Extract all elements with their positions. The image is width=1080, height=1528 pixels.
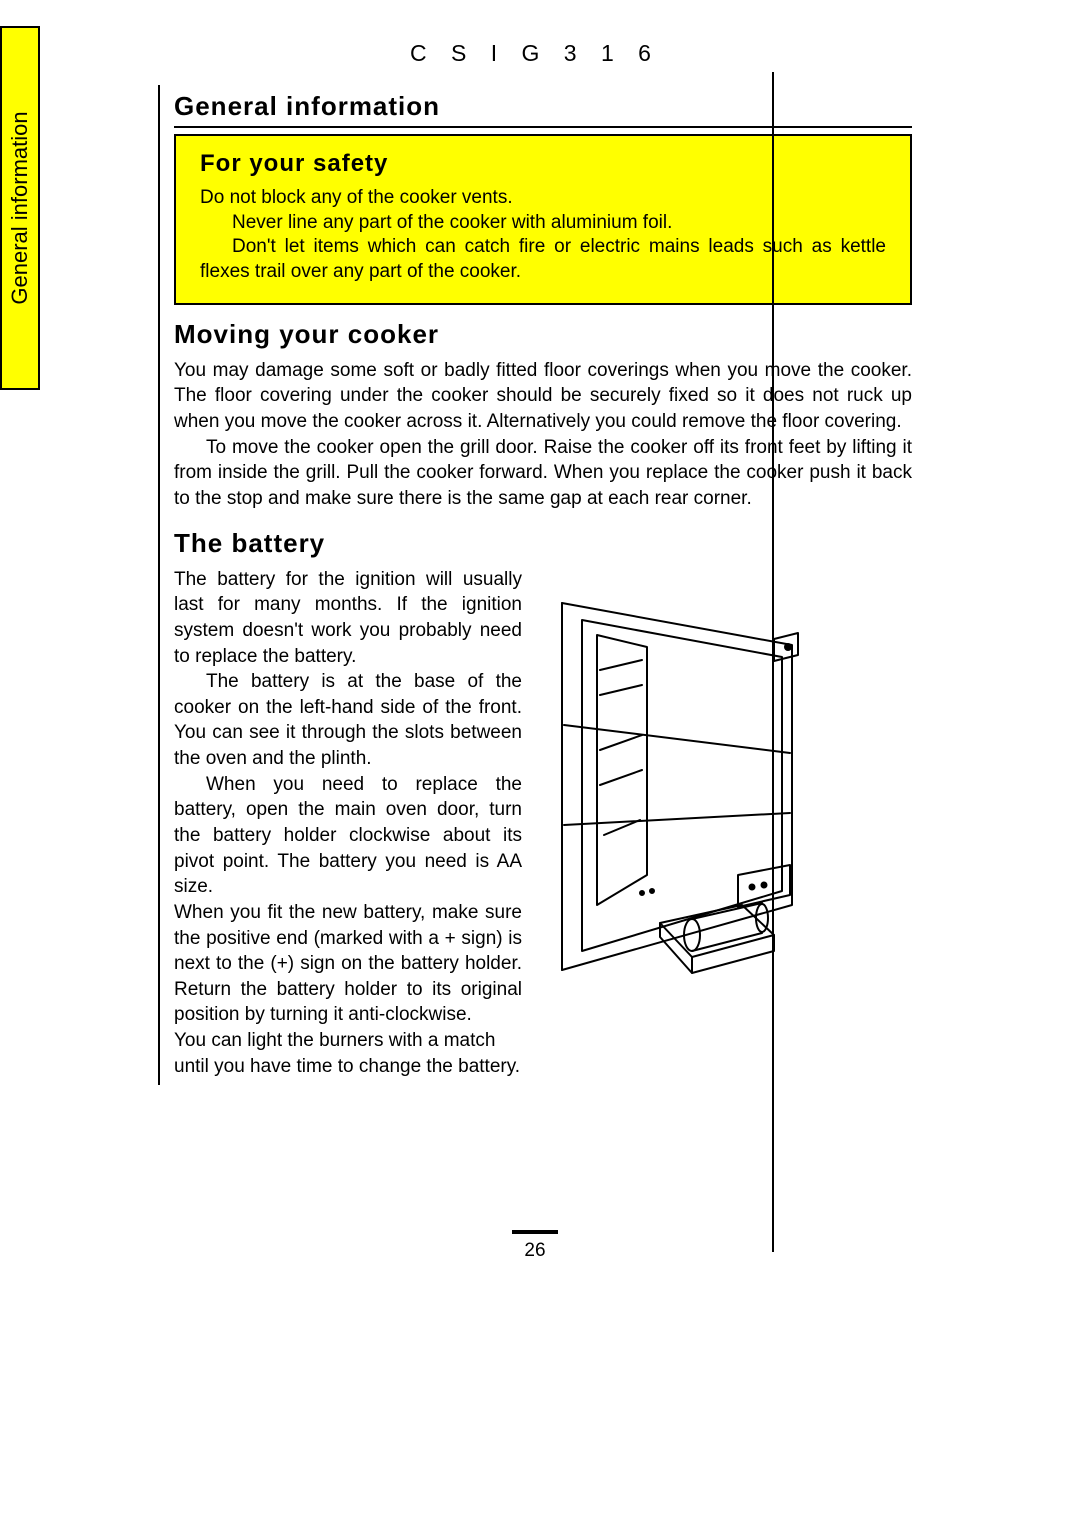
- safety-line3: Don't let items which can catch fire or …: [200, 235, 886, 284]
- battery-p3: When you need to replace the battery, op…: [174, 772, 522, 900]
- battery-p2: The battery is at the base of the cooker…: [174, 669, 522, 772]
- moving-p1: You may damage some soft or badly fitted…: [174, 358, 912, 435]
- right-rule: [772, 72, 774, 1252]
- safety-line2: Never line any part of the cooker with a…: [200, 211, 886, 236]
- manual-page: General information C S I G 3 1 6 Genera…: [0, 0, 1080, 1528]
- page-number: 26: [524, 1240, 545, 1261]
- safety-heading: For your safety: [200, 150, 886, 178]
- battery-p4: When you fit the new battery, make sure …: [174, 900, 522, 1028]
- page-number-block: 26: [158, 1230, 912, 1262]
- moving-p2: To move the cooker open the grill door. …: [174, 435, 912, 512]
- safety-callout: For your safety Do not block any of the …: [174, 134, 912, 305]
- side-tab-label: General information: [7, 111, 33, 304]
- content-column: C S I G 3 1 6 General information For yo…: [158, 40, 912, 1085]
- side-tab: General information: [0, 26, 40, 390]
- battery-text-column: The battery for the ignition will usuall…: [174, 567, 522, 1080]
- left-rule-block: General information For your safety Do n…: [158, 85, 912, 1085]
- battery-p1: The battery for the ignition will usuall…: [174, 567, 522, 670]
- section-moving-title: Moving your cooker: [174, 319, 912, 354]
- safety-line1: Do not block any of the cooker vents.: [200, 186, 886, 211]
- battery-block: The battery for the ignition will usuall…: [174, 567, 912, 1080]
- section-battery-title: The battery: [174, 528, 912, 563]
- model-code: C S I G 3 1 6: [158, 40, 912, 67]
- section-general-title: General information: [174, 91, 912, 128]
- battery-p5: You can light the burners with a match u…: [174, 1028, 522, 1079]
- page-number-bar: [512, 1230, 558, 1234]
